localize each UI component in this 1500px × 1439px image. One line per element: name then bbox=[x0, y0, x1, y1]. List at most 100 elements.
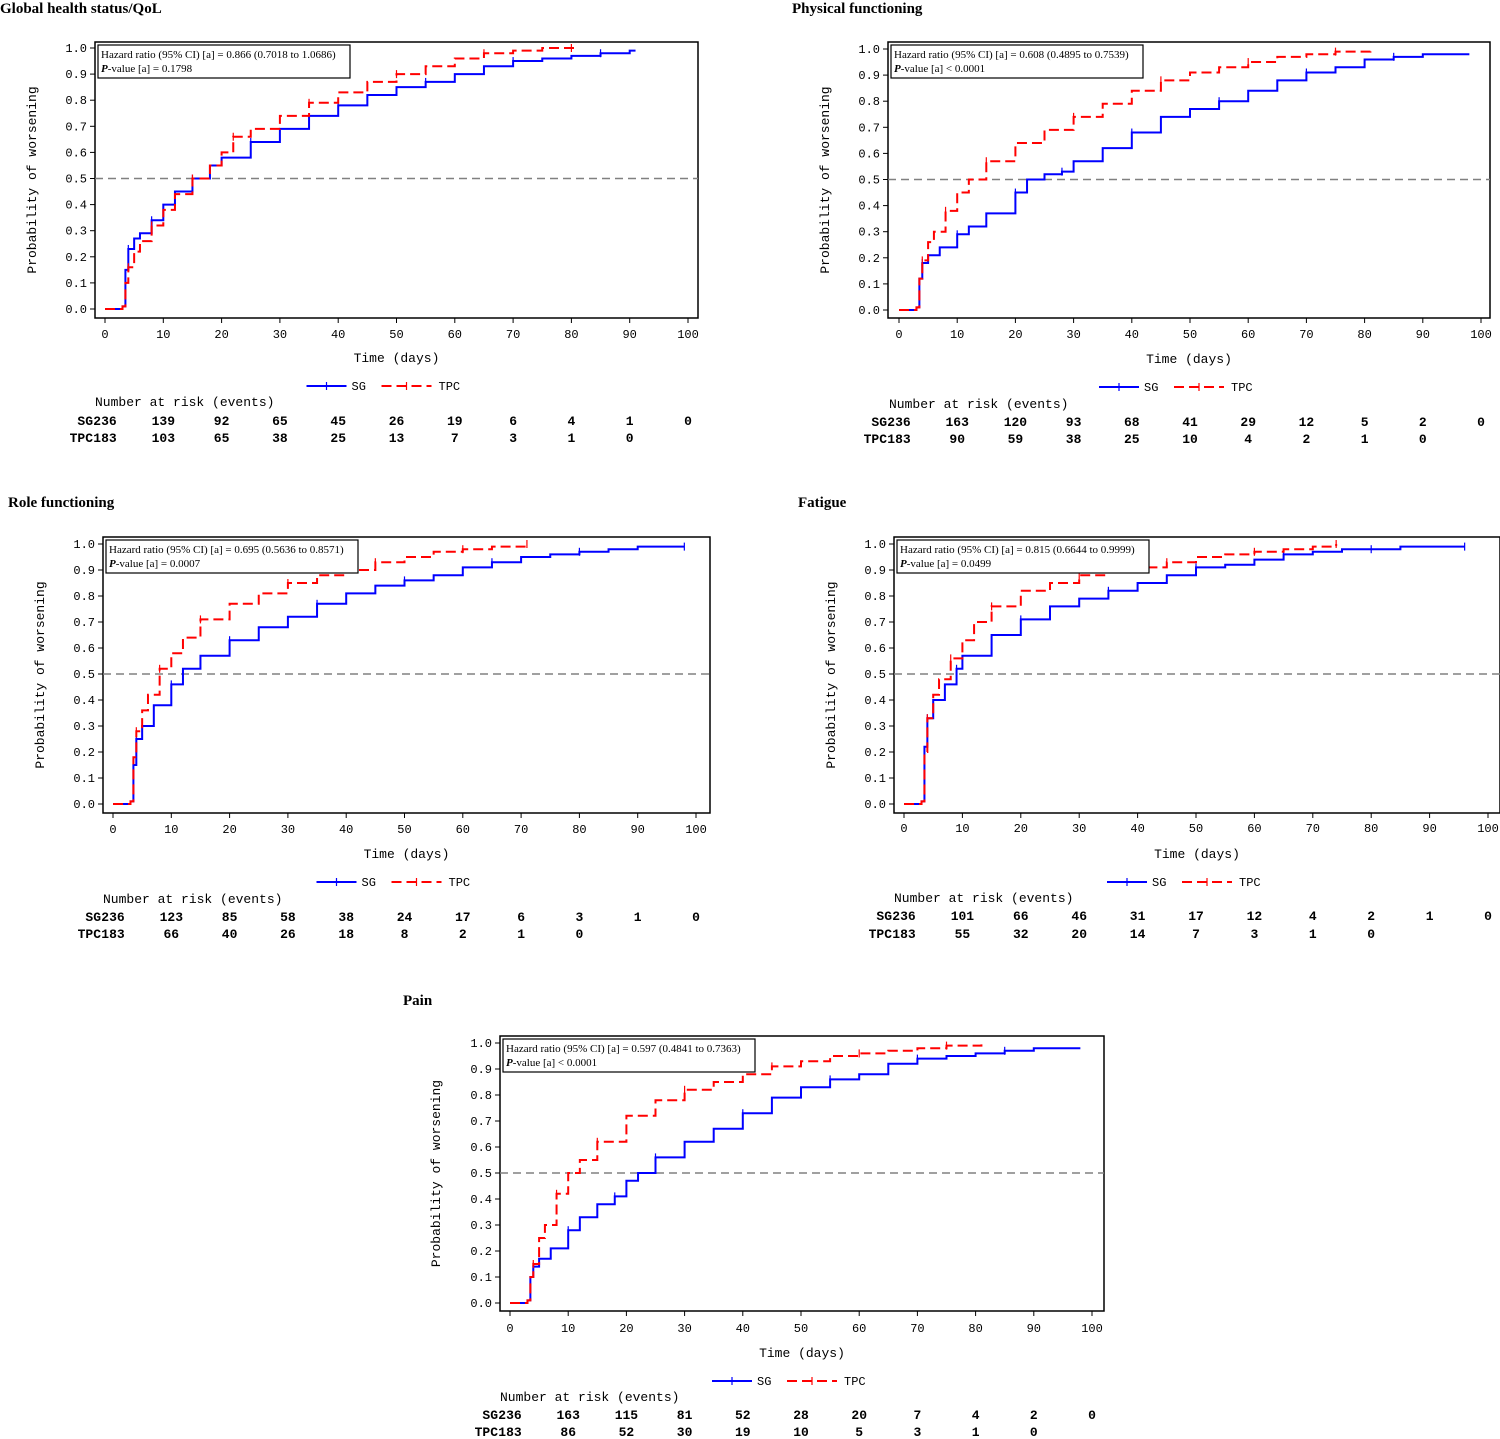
risk-cell-sg: 0 bbox=[692, 910, 700, 925]
x-tick-label: 20 bbox=[619, 1322, 633, 1336]
y-tick-label: 0.5 bbox=[73, 668, 95, 682]
y-tick-label: 0.1 bbox=[65, 277, 87, 291]
risk-cell-tpc: 14 bbox=[1130, 927, 1146, 942]
x-tick-label: 90 bbox=[1416, 328, 1430, 342]
risk-cell-tpc: 18 bbox=[338, 927, 354, 942]
legend-label-sg: SG bbox=[362, 876, 376, 890]
legend-label-tpc: TPC bbox=[1239, 876, 1261, 890]
x-axis-label: Time (days) bbox=[364, 847, 450, 862]
y-tick-label: 0.8 bbox=[470, 1089, 492, 1103]
risk-cell-sg: 4 bbox=[972, 1408, 980, 1423]
risk-row-label-tpc: TPC bbox=[78, 927, 102, 942]
y-axis-label: Probability of worsening bbox=[824, 581, 839, 768]
x-tick-label: 20 bbox=[214, 328, 228, 342]
y-axis-label: Probability of worsening bbox=[25, 86, 40, 273]
y-tick-label: 0.7 bbox=[864, 616, 886, 630]
chart-panel-1: Global health status/QoL 0.0 0.1 0.2 0.3 0.4 0… bbox=[0, 1, 699, 446]
risk-cell-tpc: 1 bbox=[567, 431, 575, 446]
risk-cell-sg: 7 bbox=[913, 1408, 921, 1423]
x-tick-label: 10 bbox=[561, 1322, 575, 1336]
x-tick-label: 10 bbox=[950, 328, 964, 342]
legend: SG TPC bbox=[1107, 876, 1261, 890]
x-tick-label: 100 bbox=[1470, 328, 1492, 342]
risk-cell-sg: 58 bbox=[280, 910, 296, 925]
risk-cell-sg: 5 bbox=[1361, 415, 1369, 430]
risk-cell-sg: 236 bbox=[887, 415, 911, 430]
y-tick-label: 0.2 bbox=[864, 746, 886, 760]
x-tick-label: 30 bbox=[677, 1322, 691, 1336]
x-tick-label: 80 bbox=[572, 823, 586, 837]
plot-frame bbox=[94, 41, 699, 319]
risk-cell-sg: 236 bbox=[101, 910, 125, 925]
risk-cell-tpc: 52 bbox=[619, 1425, 635, 1439]
risk-cell-sg: 3 bbox=[575, 910, 583, 925]
y-tick-label: 0.1 bbox=[73, 772, 95, 786]
y-tick-label: 0.5 bbox=[858, 174, 880, 188]
series-line-sg bbox=[899, 53, 1470, 311]
x-tick-label: 30 bbox=[281, 823, 295, 837]
risk-row-label-tpc: TPC bbox=[475, 1425, 499, 1439]
x-tick-label: 30 bbox=[1066, 328, 1080, 342]
risk-cell-sg: 101 bbox=[951, 909, 975, 924]
x-tick-label: 50 bbox=[389, 328, 403, 342]
y-tick-label: 0.5 bbox=[470, 1167, 492, 1181]
x-tick-label: 100 bbox=[1081, 1322, 1103, 1336]
risk-cell-sg: 123 bbox=[160, 910, 184, 925]
x-tick-label: 40 bbox=[339, 823, 353, 837]
y-tick-label: 0.3 bbox=[470, 1219, 492, 1233]
risk-cell-tpc: 10 bbox=[793, 1425, 809, 1439]
x-tick-label: 30 bbox=[273, 328, 287, 342]
risk-cell-sg: 120 bbox=[1004, 415, 1028, 430]
x-tick-label: 90 bbox=[622, 328, 636, 342]
y-tick-label: 0.0 bbox=[864, 798, 886, 812]
x-tick-label: 20 bbox=[1014, 822, 1028, 836]
x-tick-label: 20 bbox=[222, 823, 236, 837]
y-tick-label: 0.7 bbox=[73, 616, 95, 630]
series-line-sg bbox=[105, 49, 636, 310]
risk-row-label-sg: SG bbox=[876, 909, 892, 924]
y-tick-label: 0.8 bbox=[858, 95, 880, 109]
x-tick-label: 0 bbox=[895, 328, 902, 342]
risk-cell-sg: 24 bbox=[397, 910, 413, 925]
risk-table-header: Number at risk (events) bbox=[95, 395, 274, 410]
risk-cell-tpc: 1 bbox=[517, 927, 525, 942]
risk-cell-tpc: 38 bbox=[1066, 432, 1082, 447]
risk-cell-tpc: 3 bbox=[913, 1425, 921, 1439]
hazard-ratio-box bbox=[97, 44, 351, 79]
y-tick-label: 0.2 bbox=[470, 1245, 492, 1259]
risk-cell-sg: 68 bbox=[1124, 415, 1140, 430]
y-tick-label: 0.0 bbox=[73, 798, 95, 812]
x-axis-label: Time (days) bbox=[354, 351, 440, 366]
risk-cell-tpc: 65 bbox=[214, 431, 230, 446]
y-tick-label: 0.6 bbox=[858, 147, 880, 161]
y-tick-label: 0.9 bbox=[858, 69, 880, 83]
risk-cell-tpc: 32 bbox=[1013, 927, 1029, 942]
legend-label-sg: SG bbox=[1152, 876, 1166, 890]
risk-cell-sg: 38 bbox=[338, 910, 354, 925]
x-tick-label: 70 bbox=[514, 823, 528, 837]
risk-cell-sg: 139 bbox=[152, 414, 176, 429]
x-tick-label: 100 bbox=[1477, 822, 1499, 836]
y-tick-label: 0.2 bbox=[65, 251, 87, 265]
y-tick-label: 1.0 bbox=[73, 538, 95, 552]
x-tick-label: 80 bbox=[1364, 822, 1378, 836]
y-tick-label: 0.7 bbox=[470, 1115, 492, 1129]
x-tick-label: 70 bbox=[1299, 328, 1313, 342]
p-value-text: P-value [a] = 0.1798 bbox=[101, 63, 193, 75]
risk-cell-tpc: 30 bbox=[677, 1425, 693, 1439]
risk-cell-sg: 81 bbox=[677, 1408, 693, 1423]
y-tick-label: 0.9 bbox=[73, 564, 95, 578]
risk-cell-sg: 17 bbox=[1188, 909, 1204, 924]
plot-frame bbox=[893, 536, 1500, 814]
legend-label-tpc: TPC bbox=[844, 1375, 866, 1389]
legend: SG TPC bbox=[306, 380, 460, 394]
series-line-sg bbox=[113, 545, 685, 805]
x-tick-label: 90 bbox=[1027, 1322, 1041, 1336]
y-tick-label: 0.9 bbox=[65, 68, 87, 82]
risk-cell-sg: 52 bbox=[735, 1408, 751, 1423]
risk-cell-tpc: 20 bbox=[1071, 927, 1087, 942]
hazard-ratio-box bbox=[896, 539, 1150, 574]
hazard-ratio-text: Hazard ratio (95% CI) [a] = 0.815 (0.664… bbox=[900, 544, 1135, 556]
risk-cell-tpc: 3 bbox=[509, 431, 517, 446]
panel-title: Pain bbox=[403, 993, 433, 1009]
